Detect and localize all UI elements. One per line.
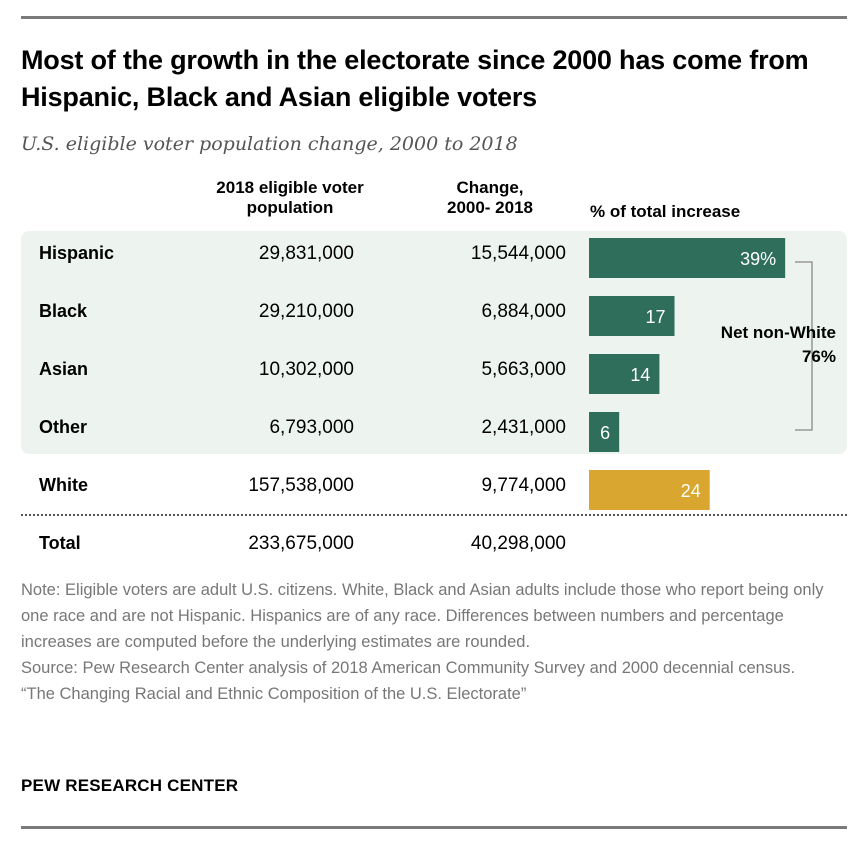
bar-group: 39% 17 14 6 24 (589, 238, 786, 510)
net-non-white-bracket (795, 261, 813, 431)
column-header-population: 2018 eligible voter population (216, 178, 364, 217)
brand-logo-text: PEW RESEARCH CENTER (21, 776, 239, 795)
bar-label-asian: 14 (630, 365, 650, 385)
column-header-pct: % of total increase (590, 202, 741, 221)
net-non-white-annotation: Net non-White 76% (660, 321, 836, 369)
population-other: 6,793,000 (269, 417, 354, 438)
population-total: 233,675,000 (248, 533, 354, 554)
bar-white (589, 470, 710, 510)
row-label-black: Black (39, 301, 88, 321)
change-hispanic: 15,544,000 (470, 243, 566, 264)
column-header-change-line2: 2000- 2018 (446, 198, 534, 217)
net-non-white-label: Net non-White (720, 323, 836, 342)
net-non-white-value: 76% (801, 347, 836, 366)
row-label-asian: Asian (39, 359, 89, 379)
change-white: 9,774,000 (481, 475, 566, 496)
change-black: 6,884,000 (481, 301, 566, 322)
column-header-change-line1: Change, (456, 178, 524, 197)
bar-hispanic (589, 238, 786, 278)
population-hispanic: 29,831,000 (258, 243, 354, 264)
column-header-change: Change, 2000- 2018 (410, 178, 570, 218)
note-text: Note: Eligible voters are adult U.S. cit… (21, 581, 824, 651)
row-label-white: White (39, 475, 88, 495)
bar-chart: 39% 17 14 6 24 (589, 238, 813, 510)
row-label-other: Other (39, 417, 88, 437)
chart-title: Most of the growth in the electorate sin… (21, 45, 809, 112)
report-title: “The Changing Racial and Ethnic Composit… (21, 685, 527, 703)
bar-label-white: 24 (681, 481, 701, 501)
top-rule (21, 16, 847, 19)
bottom-rule (21, 826, 847, 829)
row-label-hispanic: Hispanic (39, 243, 115, 263)
row-label-total: Total (39, 533, 81, 553)
bar-black (589, 296, 675, 336)
bar-asian (589, 354, 660, 394)
bar-label-other: 6 (600, 423, 610, 443)
population-black: 29,210,000 (258, 301, 354, 322)
bar-label-black: 17 (645, 307, 665, 327)
bar-label-hispanic: 39% (740, 249, 776, 269)
bar-other (589, 412, 620, 452)
total-divider (21, 514, 847, 516)
change-other: 2,431,000 (481, 417, 566, 438)
change-asian: 5,663,000 (481, 359, 566, 380)
population-white: 157,538,000 (248, 475, 354, 496)
chart-subtitle: U.S. eligible voter population change, 2… (21, 133, 518, 155)
notes: Note: Eligible voters are adult U.S. cit… (21, 577, 851, 707)
change-total: 40,298,000 (470, 533, 566, 554)
source-text: Source: Pew Research Center analysis of … (21, 659, 796, 677)
population-asian: 10,302,000 (258, 359, 354, 380)
